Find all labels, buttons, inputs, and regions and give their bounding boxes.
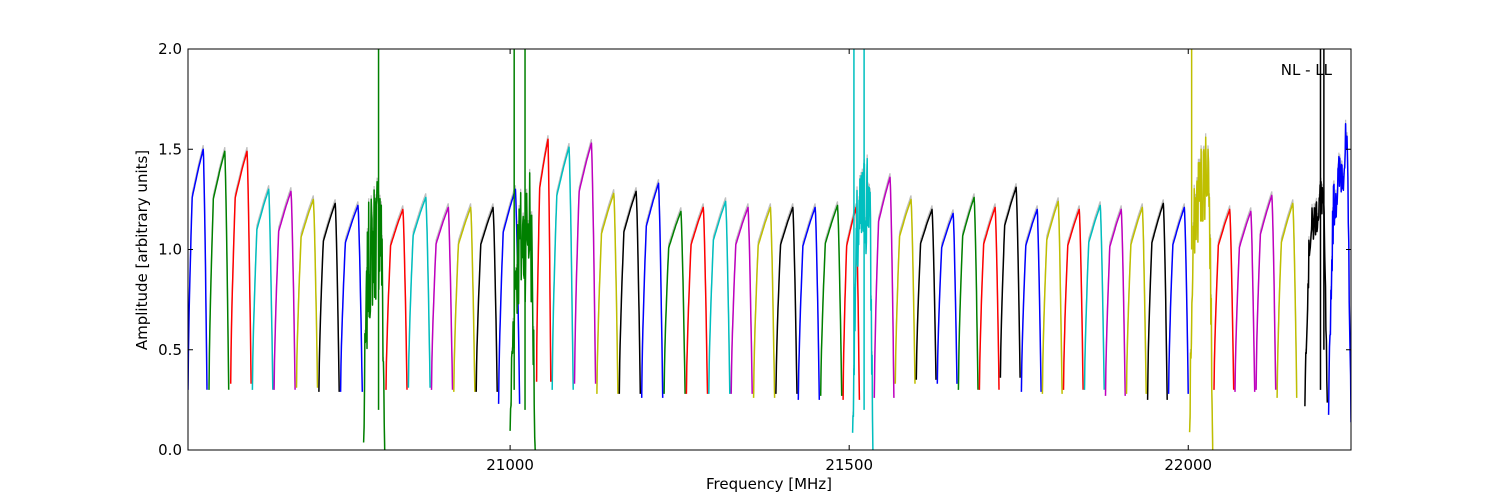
spectrum-band-16 <box>535 138 552 382</box>
y-tick-label: 1.5 <box>158 140 182 158</box>
spectrum-band-6 <box>318 202 340 392</box>
spectrum-band-47 <box>1188 136 1214 450</box>
spectrum-band-36 <box>957 196 979 390</box>
spectrum-band-23 <box>685 206 709 394</box>
spectrum-band-42 <box>1083 204 1105 390</box>
spectrum-band-8 <box>362 180 386 450</box>
spectrum-band-29 <box>819 204 843 396</box>
x-axis: 21000 21500 22000 <box>486 49 1212 474</box>
spectrum-band-2 <box>229 150 252 384</box>
spectrum-band-48 <box>1213 208 1235 390</box>
spectrum-band-18 <box>573 142 597 384</box>
spectrum-band-13 <box>475 206 498 392</box>
y-tick-label: 0.0 <box>158 441 182 459</box>
spectrum-band-27 <box>775 206 798 394</box>
spectrum-band-34 <box>915 208 937 380</box>
spectrum-band-17 <box>551 146 574 390</box>
spectrum-band-38 <box>999 186 1021 378</box>
x-axis-label: Frequency [MHz] <box>706 475 832 493</box>
spectrum-band-4 <box>273 190 296 390</box>
panel-annotation: NL - LL <box>1281 61 1333 79</box>
spectrum-band-31 <box>851 157 874 450</box>
spectrum-band-10 <box>407 196 431 388</box>
spectrum-band-46 <box>1167 206 1189 394</box>
spectrum-band-49 <box>1234 210 1256 392</box>
spectrum-band-11 <box>430 206 454 390</box>
y-tick-label: 1.0 <box>158 241 182 259</box>
x-tick-label: 21500 <box>825 456 873 474</box>
spectrum-band-39 <box>1020 208 1042 392</box>
spectrum-band-12 <box>453 206 476 392</box>
y-tick-label: 2.0 <box>158 40 182 58</box>
spectrum-band-51 <box>1276 202 1298 398</box>
spectrum-band-53 <box>1327 123 1351 423</box>
x-tick-label: 22000 <box>1164 456 1212 474</box>
y-axis: 0.0 0.5 1.0 1.5 2.0 <box>158 40 1351 459</box>
y-axis-label: Amplitude [arbitrary units] <box>133 150 151 350</box>
spectrum-band-33 <box>894 198 916 384</box>
spectrum-band-41 <box>1062 208 1084 390</box>
spectrum-band-19 <box>596 192 619 394</box>
spectrum-band-35 <box>936 212 958 384</box>
spectrum-band-24 <box>708 200 731 394</box>
spectrum-series-layer <box>188 119 1351 450</box>
spectrum-band-45 <box>1146 202 1168 400</box>
spectrum-band-14 <box>497 188 521 404</box>
y-tick-label: 0.5 <box>158 341 182 359</box>
spectrum-band-43 <box>1104 208 1126 396</box>
spectrum-band-32 <box>873 176 895 398</box>
spectrum-band-3 <box>251 188 274 390</box>
spectrum-band-44 <box>1125 206 1147 394</box>
spectrum-band-37 <box>978 206 1000 390</box>
spectrum-band-21 <box>640 182 664 398</box>
spectrum-band-25 <box>730 206 753 394</box>
spectrum-band-50 <box>1255 194 1277 390</box>
spectrum-band-1 <box>208 150 230 390</box>
spectrum-band-7 <box>339 204 364 392</box>
spike-layer <box>377 49 1325 410</box>
spectrum-band-5 <box>295 198 319 388</box>
spectrum-band-26 <box>752 206 776 398</box>
spectrum-band-28 <box>797 206 821 400</box>
spectrum-band-20 <box>618 190 642 394</box>
spectrum-band-40 <box>1041 200 1063 394</box>
spectrum-band-0 <box>188 148 208 390</box>
x-tick-label: 21000 <box>486 456 534 474</box>
spectrum-band-22 <box>663 210 686 394</box>
spectrum-band-9 <box>385 208 408 390</box>
